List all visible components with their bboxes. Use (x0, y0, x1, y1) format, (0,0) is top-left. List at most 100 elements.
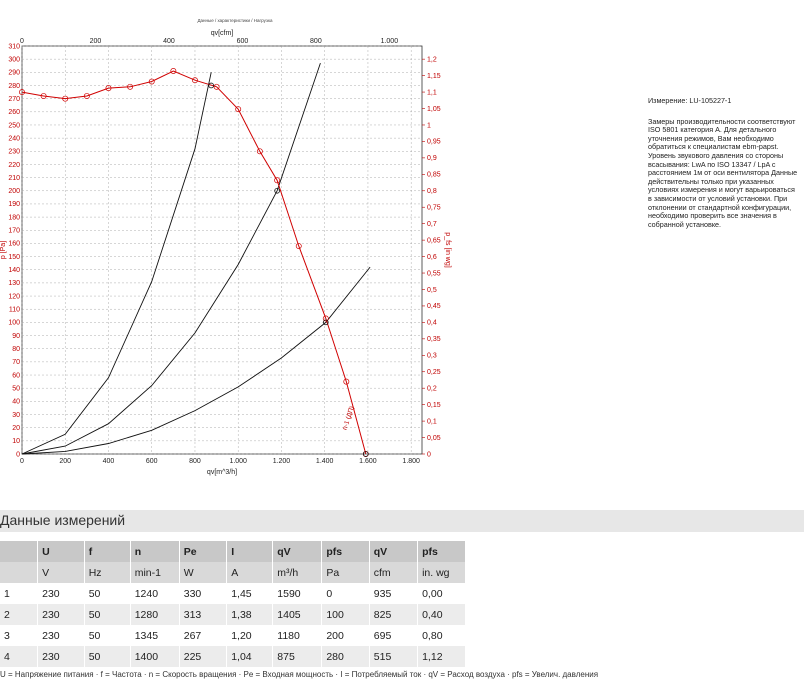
right-tick-label: 0,3 (427, 353, 437, 360)
table-header-cell: f (84, 541, 131, 562)
table-cell: 230 (37, 625, 85, 646)
table-header-cell: pfs (321, 541, 370, 562)
operating-point (362, 451, 369, 457)
table-row: 3 230 50 1345 267 1,20 1180 200 695 0,80 (0, 625, 466, 646)
table-cell: 100 (321, 604, 370, 625)
y-tick-label: 200 (8, 188, 20, 195)
y-tick-label: 180 (8, 214, 20, 221)
top-tick-label: 400 (163, 38, 175, 45)
y-tick-label: 120 (8, 293, 20, 300)
right-tick-label: 1,15 (427, 73, 441, 80)
table-header-cell (0, 541, 39, 562)
table-cell: 1,20 (226, 625, 274, 646)
table-cell: 515 (369, 646, 419, 667)
table-cell: 1590 (272, 583, 323, 604)
table-cell: 0,40 (417, 604, 466, 625)
y-tick-label: 220 (8, 162, 20, 169)
table-cell: 1280 (130, 604, 180, 625)
table-cell: 875 (272, 646, 323, 667)
y-tick-label: 310 (8, 43, 20, 50)
bottom-axis-label: qv[m^3/h] (207, 469, 237, 476)
curves (19, 62, 371, 457)
table-unit-cell: in. wg (417, 562, 466, 583)
y-tick-label: 170 (8, 228, 20, 235)
right-tick-label: 0,7 (427, 221, 437, 228)
right-tick-label: 0,2 (427, 385, 437, 392)
section-title: Данные измерений (0, 512, 126, 528)
table-cell: 267 (179, 625, 228, 646)
y-tick-label: 280 (8, 83, 20, 90)
top-tick-label: 0 (20, 38, 24, 45)
y-tick-label: 210 (8, 175, 20, 182)
table-header-cell: qV (272, 541, 323, 562)
y-tick-label: 40 (12, 399, 20, 406)
measurement-description: Замеры производительности соответствуют … (648, 116, 798, 229)
x-tick-label: 400 (103, 458, 115, 465)
table-unit-cell (0, 562, 39, 583)
fan-curve-marker (274, 177, 281, 184)
fan-curve (21, 70, 367, 455)
table-header-cell: pfs (417, 541, 466, 562)
section-header-bar (0, 510, 804, 532)
y-tick-label: 80 (12, 346, 20, 353)
table-cell: 50 (84, 646, 131, 667)
table-header-cell: n (130, 541, 180, 562)
fan-curve-marker (19, 89, 25, 96)
table-header-cell: I (226, 541, 274, 562)
table-unit-cell: A (226, 562, 274, 583)
fan-curve-marker (192, 77, 198, 84)
y-tick-label: 70 (12, 359, 20, 366)
y-tick-label: 10 (12, 438, 20, 445)
left-axis-label: p [Pa] (0, 241, 7, 259)
table-cell: 0,00 (417, 583, 466, 604)
table-header-cell: U (37, 541, 85, 562)
table-cell: 225 (179, 646, 228, 667)
table-units-row: V Hz min-1 W A m³/h Pa cfm in. wg (0, 562, 466, 583)
table-cell: 1400 (130, 646, 180, 667)
y-tick-label: 140 (8, 267, 20, 274)
table-cell: 0 (321, 583, 370, 604)
table-unit-cell: Pa (321, 562, 370, 583)
operating-point (322, 319, 329, 326)
y-tick-label: 270 (8, 96, 20, 103)
performance-chart: Данные / характеристики / Нагрузка qv[cf… (0, 18, 451, 476)
operating-point (274, 187, 280, 194)
table-row: 2 230 50 1280 313 1,38 1405 100 825 0,40 (0, 604, 466, 625)
x-tick-label: 800 (189, 458, 201, 465)
top-tick-label: 200 (90, 38, 102, 45)
table-cell: 1,38 (226, 604, 274, 625)
chart-title: Данные / характеристики / Нагрузка (197, 18, 273, 23)
table-row: 1 230 50 1240 330 1,45 1590 0 935 0,00 (0, 583, 466, 604)
y-tick-label: 190 (8, 201, 20, 208)
table-cell: 50 (84, 583, 131, 604)
x-tick-label: 200 (59, 458, 71, 465)
table-cell: 695 (369, 625, 419, 646)
y-tick-label: 300 (8, 56, 20, 63)
y-tick-label: 20 (12, 425, 20, 432)
table-cell: 230 (37, 646, 85, 667)
right-tick-label: 0,9 (427, 155, 437, 162)
x-tick-label: 1.000 (229, 458, 247, 465)
table-cell: 4 (0, 646, 39, 667)
measurement-table: U f n Pe I qV pfs qV pfs V Hz min-1 W A … (0, 541, 466, 667)
fan-curve-marker (170, 68, 177, 74)
fan-curve-label: n-1 (ДП) (342, 405, 356, 431)
x-tick-label: 1.600 (359, 458, 377, 465)
table-cell: 1345 (130, 625, 180, 646)
fan-curve-marker (105, 85, 112, 92)
right-tick-label: 1,1 (427, 89, 437, 96)
table-cell: 230 (37, 604, 85, 625)
grid (21, 45, 423, 455)
x-tick-label: 1.800 (402, 458, 420, 465)
table-cell: 1240 (130, 583, 180, 604)
axis-ticks: 0102030405060708090100110120130140150160… (8, 38, 440, 465)
top-axis-label: qv[cfm] (211, 30, 234, 37)
fan-curve-marker (256, 148, 263, 155)
right-tick-label: 0 (427, 451, 431, 458)
table-cell: 1 (0, 583, 39, 604)
table-unit-cell: cfm (369, 562, 419, 583)
right-tick-label: 0,5 (427, 287, 437, 294)
system-curve (21, 62, 321, 455)
fan-curve-marker (235, 106, 242, 113)
table-header-cell: Pe (179, 541, 228, 562)
